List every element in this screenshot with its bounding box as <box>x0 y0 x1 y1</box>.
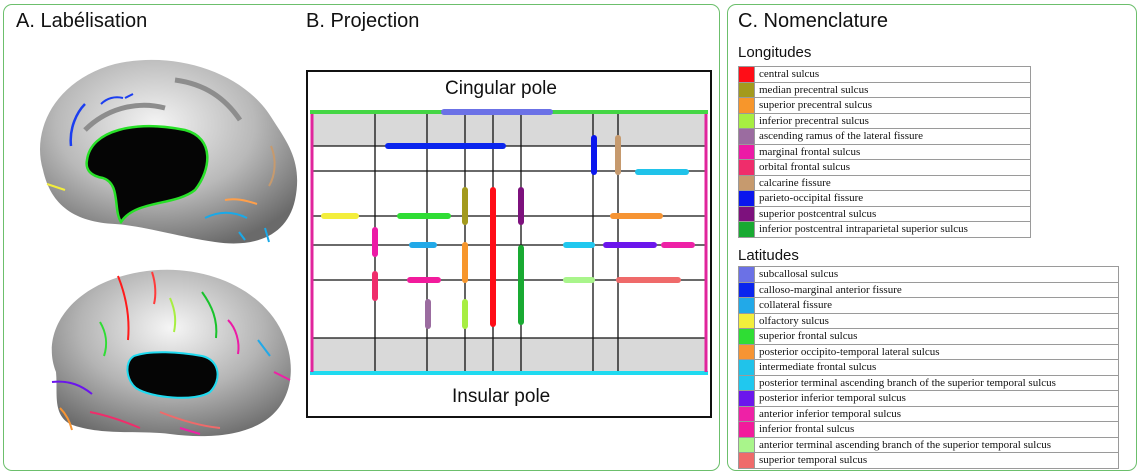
legend-swatch <box>738 452 755 469</box>
legend-swatch <box>738 174 755 191</box>
legend-row: inferior postcentral intraparietal super… <box>738 221 1031 238</box>
legend-row: collateral fissure <box>738 297 1119 314</box>
legend-swatch <box>738 128 755 145</box>
latitudes-heading: Latitudes <box>738 247 799 264</box>
legend-label: posterior inferior temporal sulcus <box>754 390 1119 407</box>
legend-row: median precentral sulcus <box>738 81 1031 98</box>
legend-row: central sulcus <box>738 66 1031 83</box>
brain-medial-view <box>40 59 298 244</box>
legend-label: superior precentral sulcus <box>754 97 1031 114</box>
legend-row: olfactory sulcus <box>738 312 1119 329</box>
legend-swatch <box>738 266 755 283</box>
legend-row: marginal frontal sulcus <box>738 143 1031 160</box>
legend-label: anterior terminal ascending branch of th… <box>754 436 1119 453</box>
legend-swatch <box>738 421 755 438</box>
longitudes-legend: central sulcus median precentral sulcus su… <box>738 66 1031 238</box>
legend-label: inferior precentral sulcus <box>754 112 1031 129</box>
legend-swatch <box>738 190 755 207</box>
legend-label: calcarine fissure <box>754 174 1031 191</box>
cingular-pole-label: Cingular pole <box>445 78 557 99</box>
panel-a-title: A. Labélisation <box>16 10 148 32</box>
legend-row: parieto-occipital fissure <box>738 190 1031 207</box>
legend-label: posterior occipito-temporal lateral sulc… <box>754 343 1119 360</box>
panel-c-title: C. Nomenclature <box>738 10 889 32</box>
legend-swatch <box>738 312 755 329</box>
insular-pole-label: Insular pole <box>452 386 551 407</box>
legend-row: superior frontal sulcus <box>738 328 1119 345</box>
legend-row: anterior terminal ascending branch of th… <box>738 436 1119 453</box>
legend-swatch <box>738 81 755 98</box>
legend-row: inferior frontal sulcus <box>738 421 1119 438</box>
longitudes-heading: Longitudes <box>738 44 812 61</box>
latitudes-legend: subcallosal sulcus calloso-marginal anter… <box>738 266 1119 469</box>
legend-label: subcallosal sulcus <box>754 266 1119 283</box>
legend-swatch <box>738 159 755 176</box>
legend-label: median precentral sulcus <box>754 81 1031 98</box>
legend-swatch <box>738 66 755 83</box>
legend-row: superior precentral sulcus <box>738 97 1031 114</box>
legend-label: ascending ramus of the lateral fissure <box>754 128 1031 145</box>
legend-swatch <box>738 436 755 453</box>
legend-label: intermediate frontal sulcus <box>754 359 1119 376</box>
grid-bottom-band <box>312 338 706 372</box>
legend-label: inferior frontal sulcus <box>754 421 1119 438</box>
legend-row: orbital frontal sulcus <box>738 159 1031 176</box>
legend-label: superior postcentral sulcus <box>754 205 1031 222</box>
panel-nomenclature <box>727 4 1137 471</box>
legend-label: anterior inferior temporal sulcus <box>754 405 1119 422</box>
legend-label: olfactory sulcus <box>754 312 1119 329</box>
legend-row: calcarine fissure <box>738 174 1031 191</box>
grid-top-band <box>312 114 706 146</box>
legend-swatch <box>738 359 755 376</box>
legend-label: posterior terminal ascending branch of t… <box>754 374 1119 391</box>
legend-swatch <box>738 97 755 114</box>
legend-swatch <box>738 221 755 238</box>
legend-label: superior temporal sulcus <box>754 452 1119 469</box>
legend-row: posterior inferior temporal sulcus <box>738 390 1119 407</box>
legend-label: orbital frontal sulcus <box>754 159 1031 176</box>
legend-swatch <box>738 374 755 391</box>
brain-lateral-view <box>51 269 291 437</box>
projection-grid <box>310 109 708 375</box>
legend-swatch <box>738 143 755 160</box>
legend-label: superior frontal sulcus <box>754 328 1119 345</box>
legend-row: intermediate frontal sulcus <box>738 359 1119 376</box>
legend-row: anterior inferior temporal sulcus <box>738 405 1119 422</box>
legend-row: ascending ramus of the lateral fissure <box>738 128 1031 145</box>
legend-label: marginal frontal sulcus <box>754 143 1031 160</box>
legend-row: superior temporal sulcus <box>738 452 1119 469</box>
legend-swatch <box>738 297 755 314</box>
legend-label: parieto-occipital fissure <box>754 190 1031 207</box>
legend-row: posterior occipito-temporal lateral sulc… <box>738 343 1119 360</box>
legend-swatch <box>738 328 755 345</box>
legend-label: central sulcus <box>754 66 1031 83</box>
legend-row: posterior terminal ascending branch of t… <box>738 374 1119 391</box>
panel-labelling-projection <box>3 4 720 471</box>
panel-b-title: B. Projection <box>306 10 420 32</box>
legend-swatch <box>738 390 755 407</box>
legend-swatch <box>738 205 755 222</box>
legend-row: calloso-marginal anterior fissure <box>738 281 1119 298</box>
legend-label: collateral fissure <box>754 297 1119 314</box>
legend-swatch <box>738 281 755 298</box>
legend-swatch <box>738 112 755 129</box>
legend-swatch <box>738 343 755 360</box>
legend-label: calloso-marginal anterior fissure <box>754 281 1119 298</box>
legend-row: superior postcentral sulcus <box>738 205 1031 222</box>
legend-row: inferior precentral sulcus <box>738 112 1031 129</box>
legend-row: subcallosal sulcus <box>738 266 1119 283</box>
legend-label: inferior postcentral intraparietal super… <box>754 221 1031 238</box>
legend-swatch <box>738 405 755 422</box>
